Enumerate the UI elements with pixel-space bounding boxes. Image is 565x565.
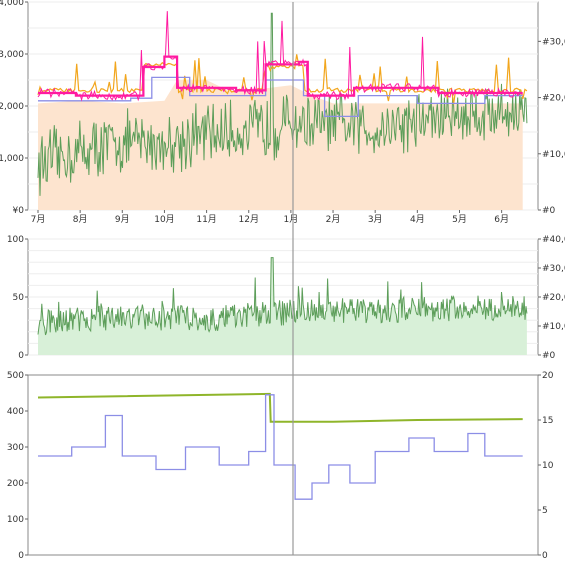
magenta-jitter-line — [37, 11, 523, 102]
x-tick-label-8: 2月 — [326, 214, 341, 225]
y2-tick-label: #30,000 — [542, 37, 565, 47]
y2-tick-label: #10,000 — [542, 322, 565, 332]
x-tick-label-9: 3月 — [368, 214, 383, 225]
y2-tick-label: 5 — [542, 506, 548, 516]
y2-tick-label: 0 — [542, 551, 548, 561]
y-tick-label: ¥3,000 — [0, 50, 24, 60]
volume-area-line — [37, 257, 528, 336]
price-area — [38, 80, 523, 210]
y-tick-label: 0 — [18, 551, 24, 561]
x-tick-label-5: 11月 — [196, 214, 216, 225]
y2-tick-label: #40,000 — [542, 235, 565, 245]
y-tick-label: ¥1,000 — [0, 154, 24, 164]
y2-tick-label: 15 — [542, 416, 553, 426]
x-tick-label-12: 6月 — [494, 214, 509, 225]
y-tick-label: 400 — [7, 407, 24, 417]
y2-tick-label: #20,000 — [542, 293, 565, 303]
x-tick-label-7: 1月 — [284, 214, 299, 225]
x-tick-label-10: 4月 — [410, 214, 425, 225]
x-tick-label-4: 10月 — [154, 214, 174, 225]
x-tick-label-1: 7月 — [31, 214, 46, 225]
y2-tick-label: #10,000 — [542, 150, 565, 160]
y2-tick-label: 10 — [542, 461, 554, 471]
blue-step-line-lower — [38, 394, 523, 500]
y2-tick-label: #0 — [542, 351, 556, 361]
y-tick-label: 300 — [7, 443, 24, 453]
y-tick-label: 100 — [7, 515, 24, 525]
y-tick-label: ¥2,000 — [0, 102, 24, 112]
olive-line — [37, 392, 523, 423]
y2-tick-label: #30,000 — [542, 264, 565, 274]
x-tick-label-6: 12月 — [239, 214, 259, 225]
y-tick-label: 500 — [7, 371, 24, 381]
x-tick-label-11: 5月 — [452, 214, 467, 225]
y2-tick-label: #0 — [542, 206, 556, 216]
y2-tick-label: 20 — [542, 371, 554, 381]
y2-tick-label: #20,000 — [542, 94, 565, 104]
x-tick-label-3: 9月 — [115, 214, 130, 225]
volume-line — [37, 12, 528, 196]
y-tick-label: 50 — [13, 293, 25, 303]
y-tick-label: 200 — [7, 479, 24, 489]
y-tick-label: ¥0 — [13, 206, 25, 216]
y-tick-label: 100 — [7, 235, 24, 245]
x-tick-label-2: 8月 — [73, 214, 88, 225]
y-tick-label: 0 — [18, 351, 24, 361]
y-tick-label: ¥4,000 — [0, 0, 24, 8]
blue-step-line — [38, 76, 523, 118]
